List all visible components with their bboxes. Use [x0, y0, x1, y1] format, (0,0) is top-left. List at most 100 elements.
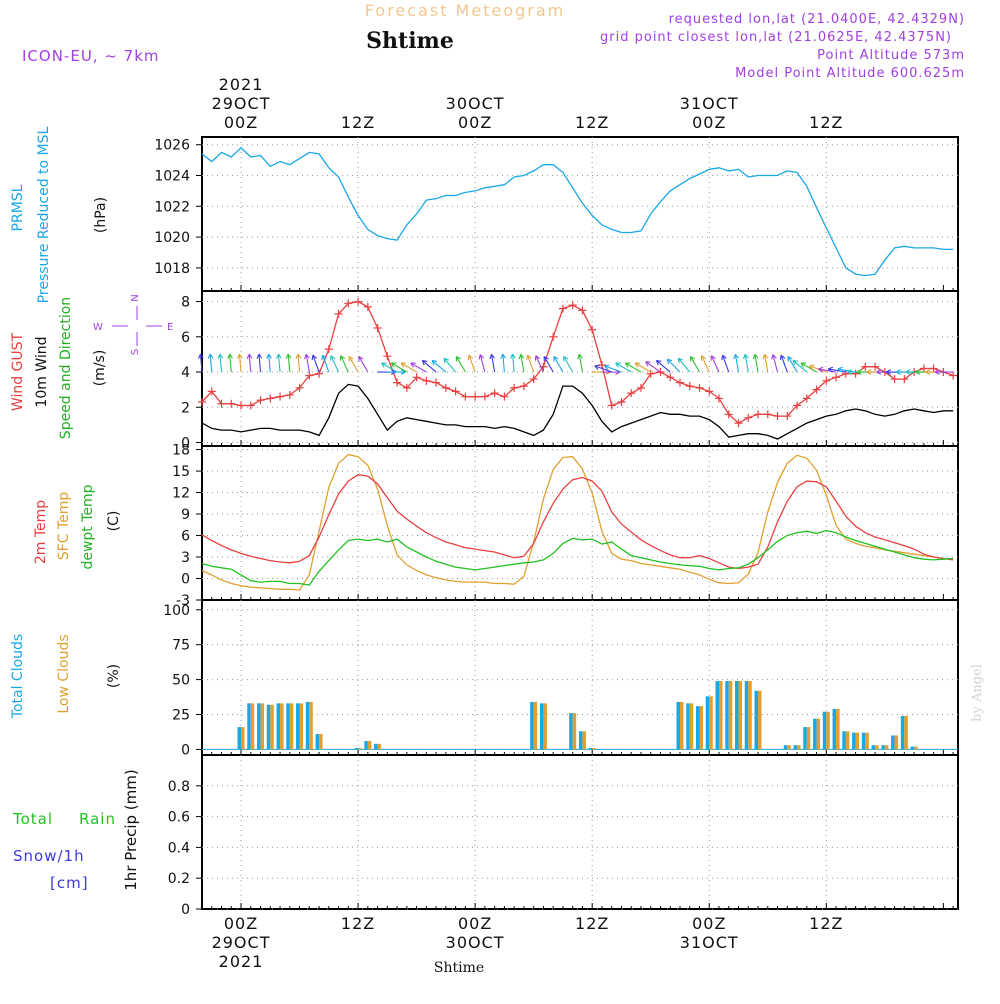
model-label: ICON-EU, ~ 7km — [22, 47, 160, 65]
wind-dir-head — [710, 355, 716, 361]
wind-dir-arrow — [722, 354, 730, 373]
wind-dir-head — [925, 369, 931, 375]
tsfc-label: SFC Temp — [56, 492, 72, 561]
gust-marker — [305, 371, 314, 380]
wind-dir-arrow — [827, 368, 846, 373]
wind-dir-arrow — [468, 354, 476, 373]
gust-marker — [237, 401, 246, 410]
wind-dir-head — [808, 364, 815, 370]
gust-marker — [890, 375, 899, 384]
temp-ytick-label: 3 — [181, 550, 190, 566]
wind-dir-arrow — [219, 354, 223, 373]
low-cloud-bar — [280, 703, 284, 750]
total-cloud-bar — [296, 703, 300, 750]
total-cloud-bar — [861, 732, 866, 750]
wind-dir-arrow — [578, 354, 583, 373]
gust-marker — [441, 383, 450, 392]
wind-dir-head — [236, 353, 243, 359]
wind-dir-arrow — [604, 365, 622, 373]
bottom-time-label: 12Z — [809, 914, 843, 933]
temp-unit: (C) — [106, 511, 122, 532]
gust-marker — [627, 389, 636, 398]
wind-dir-arrow — [248, 354, 252, 373]
total-cloud-bar — [695, 706, 700, 750]
total-cloud-bar — [305, 701, 310, 750]
total-cloud-bar — [735, 680, 739, 750]
low-cloud-bar — [787, 745, 791, 750]
gust-marker — [461, 392, 470, 401]
gust-marker — [724, 410, 733, 419]
wind-dir-arrow — [666, 358, 681, 373]
top-time-label: 2021 — [219, 75, 264, 94]
low-cloud-bar — [748, 680, 752, 750]
low-cloud-bar — [865, 732, 869, 750]
gust-marker — [685, 382, 694, 391]
gust-marker — [861, 362, 870, 371]
location-title: Shtime — [366, 28, 454, 54]
wind-dir-head — [443, 357, 449, 364]
low-cloud-bar — [836, 708, 840, 750]
wind-dir-head — [792, 359, 799, 366]
dewpt-line — [201, 529, 954, 586]
low-cloud-bar — [572, 713, 577, 750]
total-cloud-bar — [364, 741, 368, 750]
clouds-legend: Total Clouds Low Clouds (%) — [10, 634, 122, 719]
clouds-ytick-label: 25 — [172, 708, 190, 724]
low-cloud-bar — [719, 680, 723, 750]
low-cloud-bar — [299, 703, 304, 750]
wind-dir-head — [304, 353, 310, 360]
low-cloud-bar — [797, 745, 801, 750]
gust-marker — [510, 383, 519, 392]
low-cloud-bar — [319, 734, 323, 750]
pressure-ytick-label: 1026 — [154, 138, 190, 154]
wind-dir-head — [563, 355, 569, 362]
wind-dir-arrow — [268, 354, 271, 373]
gust-marker — [373, 323, 382, 332]
wind-dir-arrow — [677, 357, 691, 373]
clouds-ytick-label: 75 — [172, 638, 190, 654]
wind-ytick-label: 2 — [181, 400, 190, 416]
wind-dir-head — [817, 366, 824, 373]
bottom-time-label: 30OCT — [446, 933, 505, 952]
total-cloud-bar — [247, 703, 251, 750]
wind-dir-head — [518, 353, 525, 360]
low-cloud-bar — [309, 701, 313, 750]
low-cloud-bar — [904, 715, 908, 750]
gust-marker — [363, 302, 372, 311]
low-cloud-bar — [377, 743, 382, 750]
wind-dir-arrow — [490, 354, 496, 373]
pressure-ytick-label: 1022 — [154, 199, 190, 215]
clouds-ytick-label: 50 — [172, 673, 190, 689]
total-cloud-bar — [676, 701, 680, 750]
gust-label: Wind GUST — [10, 332, 26, 411]
total-cloud-bar — [578, 731, 583, 750]
gust-marker — [558, 304, 567, 313]
compass-s: S — [130, 349, 141, 355]
wind-dir-head — [295, 353, 302, 359]
gust-marker — [675, 378, 684, 387]
model-altitude: Model Point Altitude 600.625m — [735, 66, 965, 81]
wind-dir-head — [553, 355, 559, 362]
wind-dir-head — [624, 362, 631, 368]
gust-marker — [588, 325, 597, 334]
gust-marker — [412, 373, 421, 382]
compass-e: E — [167, 322, 173, 333]
wind-dir-arrow — [322, 354, 330, 373]
low-cloud-bar — [855, 732, 860, 750]
gust-marker — [490, 389, 499, 398]
wind-dir-head — [771, 354, 777, 360]
bottom-time-label: 12Z — [575, 914, 609, 933]
wind-dir-arrow — [701, 355, 710, 373]
gust-marker — [451, 387, 460, 396]
total-cloud-bar — [822, 711, 827, 750]
total-cloud-bar — [725, 680, 729, 750]
wind-dir-arrow — [390, 362, 408, 373]
gust-marker — [744, 413, 753, 422]
wind-dir-head — [197, 353, 204, 359]
gust-marker — [529, 375, 538, 384]
wind-dir-head — [604, 364, 610, 370]
temperature-panel: -3 0 3 6 9 12 15 18 — [172, 443, 959, 609]
wind-dir-head — [666, 358, 673, 365]
temp-ytick-label: 0 — [181, 572, 190, 588]
wind-dir-arrow — [287, 354, 291, 373]
